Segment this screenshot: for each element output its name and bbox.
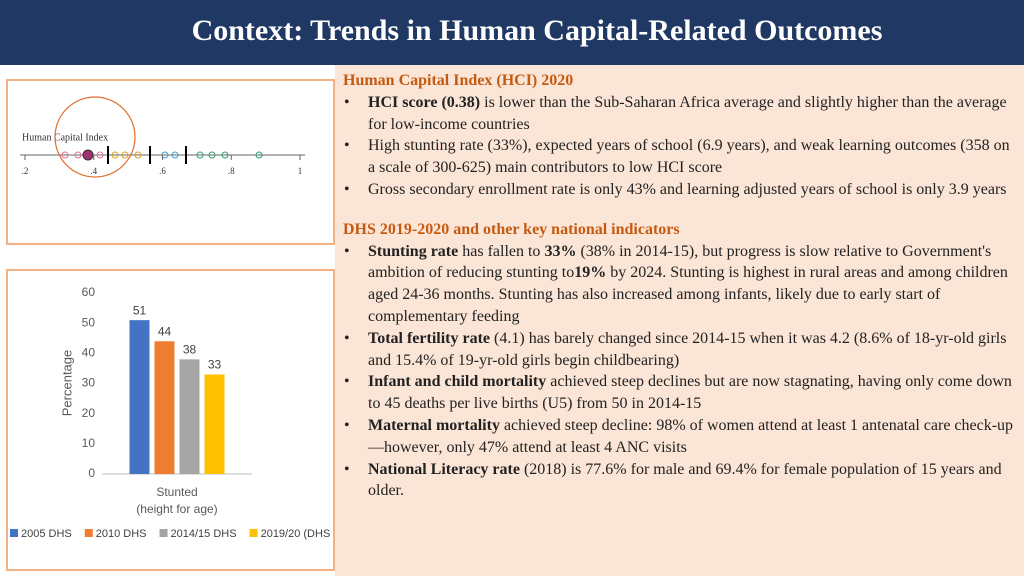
dot (196, 151, 204, 159)
dot (171, 151, 179, 159)
y-tick-label: 0 (88, 466, 95, 480)
text-run: Maternal mortality (368, 416, 500, 434)
header: Context: Trends in Human Capital-Related… (0, 0, 1024, 65)
text-run: achieved steep declines but are now stag… (368, 373, 1012, 413)
text-run: High stunting rate (33%), expected years… (368, 137, 1010, 177)
legend-label: 2010 DHS (96, 528, 147, 540)
bullet: Stunting rate has fallen to 33% (38% in … (344, 241, 1015, 328)
x-tick-label: Stunted (156, 485, 197, 499)
legend-swatch (10, 529, 18, 537)
figures: Human Capital Index .2.4.6.8 101020304050… (6, 79, 335, 571)
dot (111, 151, 119, 159)
tick-label: .6 (159, 166, 166, 176)
dot (96, 151, 104, 159)
bullet: High stunting rate (33%), expected years… (344, 135, 1015, 179)
dot (121, 151, 129, 159)
legend-label: 2019/20 (DHS (261, 528, 331, 540)
bar (154, 341, 175, 474)
text-run: has fallen to (458, 242, 545, 260)
text-run: 33% (544, 242, 577, 260)
y-tick-label: 30 (82, 376, 96, 390)
hci-frame (6, 79, 335, 245)
legend-swatch (159, 529, 168, 537)
bar (179, 359, 200, 474)
tick-label: .2 (22, 166, 29, 176)
hci-label: Human Capital Index (22, 132, 108, 143)
bar (204, 374, 225, 474)
y-tick-label: 60 (82, 285, 96, 299)
text-run: by 2024. Stunting is highest in rural ar… (368, 264, 1008, 325)
data-label: 33 (208, 358, 222, 372)
y-tick-label: 40 (82, 346, 96, 360)
legend-swatch (84, 529, 93, 537)
data-label: 44 (158, 324, 172, 338)
x-tick-label: (height for age) (136, 502, 217, 516)
dot (255, 151, 263, 159)
bullet: Infant and child mortality achieved stee… (344, 371, 1015, 415)
data-label: 38 (183, 343, 197, 357)
tick-label: .4 (90, 166, 97, 176)
dot (61, 151, 69, 159)
y-tick-label: 50 (82, 315, 96, 329)
tick-label: 1 (298, 166, 303, 176)
legend-label: 2014/15 DHS (171, 528, 237, 540)
bullet: National Literacy rate (2018) is 77.6% f… (344, 459, 1015, 503)
bullet-list: HCI score (0.38) is lower than the Sub-S… (343, 92, 1015, 201)
text-run: (2018) is 77.6% for male and 69.4% for f… (368, 460, 1002, 500)
text-run: (38% in 2014-15), but progress is slow r… (368, 242, 992, 282)
y-tick-label: 10 (82, 436, 96, 450)
bullet: HCI score (0.38) is lower than the Sub-S… (344, 92, 1015, 136)
bar (129, 320, 150, 474)
section-heading: DHS 2019-2020 and other key national ind… (343, 220, 680, 238)
bullet: Maternal mortality achieved steep declin… (344, 415, 1015, 459)
bullet: Total fertility rate (4.1) has barely ch… (344, 328, 1015, 372)
text-run: achieved steep decline: 98% of women att… (368, 416, 1014, 456)
legend-swatch (249, 529, 258, 537)
dot (82, 149, 94, 161)
tick-label: .8 (228, 166, 235, 176)
y-axis-label: Percentage (59, 350, 74, 417)
bullet: Gross secondary enrollment rate is only … (344, 179, 1015, 201)
text-run: Total fertility rate (368, 329, 491, 347)
slide-title: Context: Trends in Human Capital-Related… (191, 14, 883, 47)
text-run: is lower than the Sub-Saharan Africa ave… (368, 93, 1007, 133)
text-content: Human Capital Index (HCI) 2020 HCI score … (343, 70, 1015, 520)
dot (74, 151, 82, 159)
dot (208, 151, 216, 159)
text-run: Infant and child mortality (368, 373, 547, 391)
data-label: 51 (133, 303, 147, 317)
bullet-list: Stunting rate has fallen to 33% (38% in … (343, 241, 1015, 503)
text-run: National Literacy rate (368, 460, 520, 478)
y-tick-label: 20 (82, 406, 96, 420)
text-run: Gross secondary enrollment rate is only … (368, 180, 1007, 198)
text-run: (4.1) has barely changed since 2014-15 w… (368, 329, 1007, 369)
dot (221, 151, 229, 159)
section-heading: Human Capital Index (HCI) 2020 (343, 72, 574, 89)
text-run: 19% (574, 264, 607, 282)
highlight-circle (54, 96, 136, 178)
text-run: Stunting rate (368, 242, 459, 260)
legend-label: 2005 DHS (21, 528, 72, 540)
text-run: HCI score (0.38) (368, 93, 481, 111)
dot (134, 151, 142, 159)
